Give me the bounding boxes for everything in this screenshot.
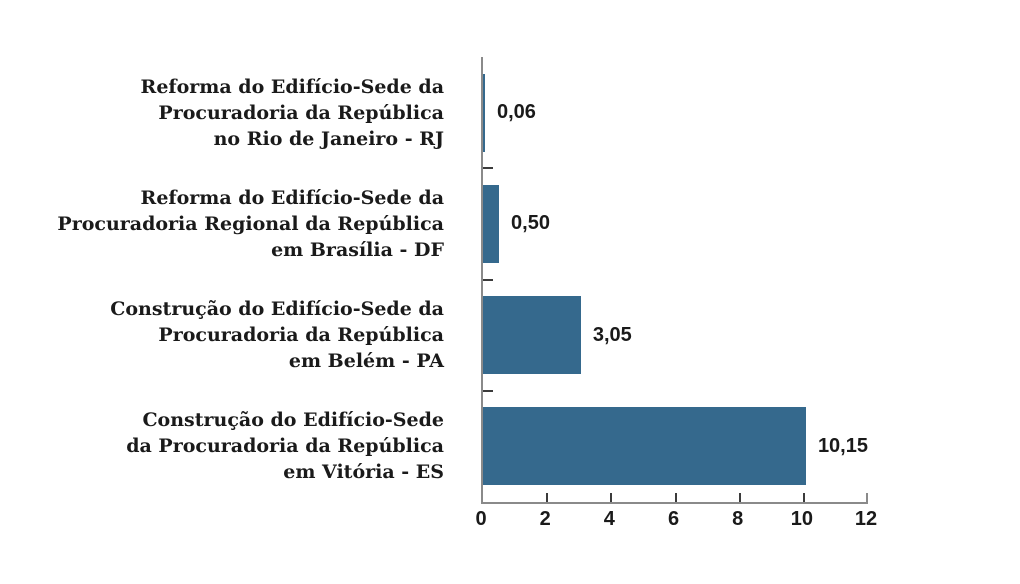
y-axis-tick — [483, 278, 493, 281]
value-label: 3,05 — [592, 323, 632, 346]
x-axis-tick-label: 4 — [603, 508, 615, 530]
category-label-line: da Procuradoria da República — [126, 435, 444, 458]
category-labels-column: Reforma do Edifício-Sede da Procuradoria… — [0, 57, 462, 502]
category-label-line: Construção do Edifício-Sede — [142, 409, 444, 432]
bar-row: 10,15 — [483, 391, 868, 502]
category-label-line: Reforma do Edifício-Sede da — [140, 186, 444, 209]
category-label-line: Procuradoria da República — [158, 101, 444, 124]
x-axis-tick — [802, 493, 805, 502]
bar — [483, 407, 806, 486]
x-axis-tick-label: 12 — [854, 508, 878, 530]
x-axis-tick — [738, 493, 741, 502]
x-axis-tick-label: 10 — [790, 508, 813, 530]
bar-row: 0,06 — [483, 57, 868, 168]
category-label-line: Construção do Edifício-Sede da — [110, 298, 444, 321]
bar-row: 3,05 — [483, 280, 868, 391]
x-axis-labels: 0 2 4 6 8 10 12 — [475, 508, 877, 538]
y-axis-tick — [483, 389, 493, 392]
x-axis-tick — [610, 493, 613, 502]
x-axis-tick — [674, 493, 677, 502]
category-label-line: Reforma do Edifício-Sede da — [140, 75, 444, 98]
bar — [483, 184, 500, 263]
category-label-line: no Rio de Janeiro - RJ — [213, 127, 444, 150]
category-label: Construção do Edifício-Sede da Procurado… — [0, 280, 462, 391]
category-label-line: Procuradoria da República — [158, 324, 444, 347]
value-label: 0,06 — [497, 101, 536, 124]
category-label-line: em Brasília - DF — [271, 238, 444, 261]
bar-rows: 0,06 0,50 3,05 10,15 — [483, 57, 868, 502]
category-label: Reforma do Edifício-Sede da Procuradoria… — [0, 168, 462, 279]
bar — [483, 73, 485, 152]
plot-area: 0,06 0,50 3,05 10,15 — [481, 57, 868, 504]
category-label-line: em Belém - PA — [288, 350, 444, 373]
y-axis-tick — [483, 167, 493, 170]
category-label: Reforma do Edifício-Sede da Procuradoria… — [0, 57, 462, 168]
category-label-line: Procuradoria Regional da República — [57, 212, 444, 235]
x-axis-tick-label: 2 — [539, 508, 551, 530]
x-axis-tick — [546, 493, 549, 502]
x-axis-tick-label: 8 — [732, 508, 744, 530]
value-label: 10,15 — [817, 434, 868, 457]
x-axis-end-tick — [866, 493, 868, 502]
value-label: 0,50 — [511, 212, 550, 235]
category-label-line: em Vitória - ES — [283, 461, 444, 484]
x-axis-tick-label: 6 — [667, 508, 680, 530]
category-label: Construção do Edifício-Sede da Procurado… — [0, 391, 462, 502]
bar-row: 0,50 — [483, 168, 868, 279]
bar — [483, 296, 581, 375]
x-axis-tick-label: 0 — [475, 508, 487, 530]
